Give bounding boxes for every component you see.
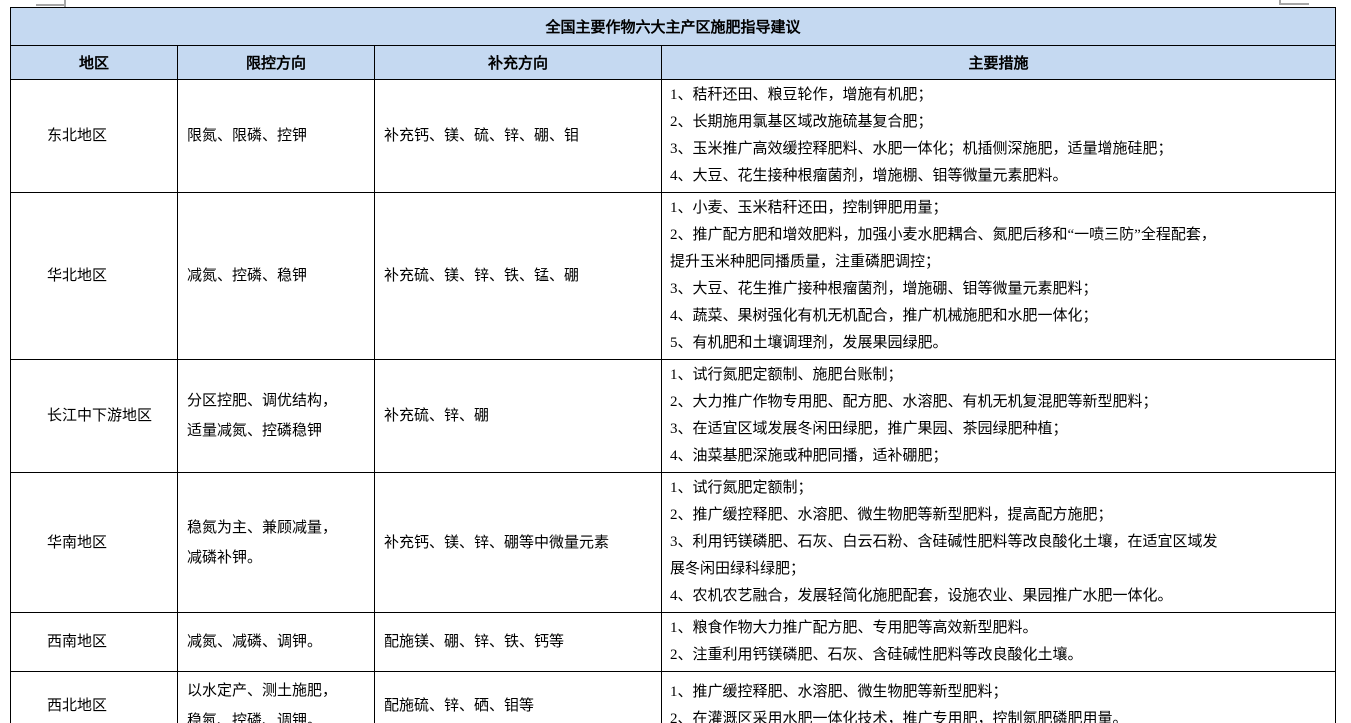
- table-row-south-china: 华南地区 稳氮为主、兼顾减量， 减磷补钾。 补充钙、镁、锌、硼等中微量元素 1、…: [10, 472, 1337, 613]
- table-row-northwest: 西北地区 以水定产、测土施肥， 稳氮、控磷、调钾。 配施硫、锌、硒、钼等 1、推…: [10, 671, 1337, 723]
- restrict-cell: 限氮、限磷、控钾: [177, 79, 375, 193]
- supplement-cell: 补充硫、锌、硼: [374, 359, 662, 473]
- measure-line: 1、推广缓控释肥、水溶肥、微生物肥等新型肥料；: [670, 684, 1008, 700]
- supplement-cell: 补充硫、镁、锌、铁、锰、硼: [374, 192, 662, 360]
- fertilization-guidance-table: 全国主要作物六大主产区施肥指导建议 地区 限控方向 补充方向 主要措施 东北地区…: [9, 7, 1337, 723]
- supplement-cell: 配施镁、硼、锌、铁、钙等: [374, 612, 662, 672]
- restrict-cell: 分区控肥、调优结构， 适量减氮、控磷稳钾: [177, 359, 375, 473]
- ruler-mark-right-horizontal: [1279, 3, 1309, 5]
- measure-line: 3、大豆、花生推广接种根瘤菌剂，增施硼、钼等微量元素肥料；: [670, 281, 1098, 297]
- measures-cell: 1、小麦、玉米秸秆还田，控制钾肥用量； 2、推广配方肥和增效肥料，加强小麦水肥耦…: [660, 192, 1337, 360]
- header-row: 地区 限控方向 补充方向 主要措施: [10, 45, 1337, 80]
- restrict-cell: 以水定产、测土施肥， 稳氮、控磷、调钾。: [177, 671, 375, 723]
- measure-line: 1、粮食作物大力推广配方肥、专用肥等高效新型肥料。: [670, 620, 1038, 636]
- measures-cell: 1、试行氮肥定额制； 2、推广缓控释肥、水溶肥、微生物肥等新型肥料，提高配方施肥…: [660, 472, 1337, 613]
- ruler-mark-left-vertical: [64, 0, 66, 7]
- restrict-cell: 稳氮为主、兼顾减量， 减磷补钾。: [177, 472, 375, 613]
- table-row-north-china: 华北地区 减氮、控磷、稳钾 补充硫、镁、锌、铁、锰、硼 1、小麦、玉米秸秆还田，…: [10, 192, 1337, 360]
- ruler-mark-right-vertical: [1279, 0, 1281, 5]
- title-row: 全国主要作物六大主产区施肥指导建议: [9, 7, 1337, 46]
- measures-cell: 1、秸秆还田、粮豆轮作，增施有机肥； 2、长期施用氯基区域改施硫基复合肥； 3、…: [660, 79, 1337, 193]
- measures-cell: 1、推广缓控释肥、水溶肥、微生物肥等新型肥料； 2、在灌溉区采用水肥一体化技术，…: [660, 671, 1337, 723]
- measure-line: 3、利用钙镁磷肥、石灰、白云石粉、含硅碱性肥料等改良酸化土壤，在适宜区域发 展冬…: [670, 534, 1218, 577]
- column-header-restrict: 限控方向: [177, 45, 375, 80]
- region-cell: 东北地区: [10, 79, 178, 193]
- measure-line: 1、小麦、玉米秸秆还田，控制钾肥用量；: [670, 200, 948, 216]
- region-cell: 西北地区: [10, 671, 178, 723]
- restrict-cell: 减氮、控磷、稳钾: [177, 192, 375, 360]
- measure-line: 2、长期施用氯基区域改施硫基复合肥；: [670, 114, 933, 130]
- table-row-yangtze: 长江中下游地区 分区控肥、调优结构， 适量减氮、控磷稳钾 补充硫、锌、硼 1、试…: [10, 359, 1337, 473]
- supplement-cell: 补充钙、镁、硫、锌、硼、钼: [374, 79, 662, 193]
- table-row-southwest: 西南地区 减氮、减磷、调钾。 配施镁、硼、锌、铁、钙等 1、粮食作物大力推广配方…: [10, 612, 1337, 672]
- measure-line: 1、试行氮肥定额制；: [670, 480, 813, 496]
- measure-line: 2、注重利用钙镁磷肥、石灰、含硅碱性肥料等改良酸化土壤。: [670, 647, 1083, 663]
- measure-line: 4、蔬菜、果树强化有机无机配合，推广机械施肥和水肥一体化；: [670, 308, 1098, 324]
- measures-cell: 1、粮食作物大力推广配方肥、专用肥等高效新型肥料。 2、注重利用钙镁磷肥、石灰、…: [660, 612, 1337, 672]
- measure-line: 2、推广缓控释肥、水溶肥、微生物肥等新型肥料，提高配方施肥；: [670, 507, 1113, 523]
- column-header-supplement: 补充方向: [374, 45, 662, 80]
- measure-line: 5、有机肥和土壤调理剂，发展果园绿肥。: [670, 335, 948, 351]
- column-header-measures: 主要措施: [660, 45, 1337, 80]
- measure-line: 4、农机农艺融合，发展轻简化施肥配套，设施农业、果园推广水肥一体化。: [670, 588, 1173, 604]
- measure-line: 3、玉米推广高效缓控释肥料、水肥一体化；机插侧深施肥，适量增施硅肥；: [670, 141, 1173, 157]
- measure-line: 4、油菜基肥深施或种肥同播，适补硼肥；: [670, 448, 948, 464]
- measures-cell: 1、试行氮肥定额制、施肥台账制； 2、大力推广作物专用肥、配方肥、水溶肥、有机无…: [660, 359, 1337, 473]
- table-row-northeast: 东北地区 限氮、限磷、控钾 补充钙、镁、硫、锌、硼、钼 1、秸秆还田、粮豆轮作，…: [10, 79, 1337, 193]
- measure-line: 2、在灌溉区采用水肥一体化技术，推广专用肥，控制氮肥磷肥用量。: [670, 711, 1128, 723]
- column-header-region: 地区: [10, 45, 178, 80]
- region-cell: 华北地区: [10, 192, 178, 360]
- measure-line: 3、在适宜区域发展冬闲田绿肥，推广果园、茶园绿肥种植；: [670, 421, 1068, 437]
- supplement-cell: 补充钙、镁、锌、硼等中微量元素: [374, 472, 662, 613]
- supplement-cell: 配施硫、锌、硒、钼等: [374, 671, 662, 723]
- ruler-mark-left-horizontal: [36, 4, 66, 6]
- measure-line: 4、大豆、花生接种根瘤菌剂，增施棚、钼等微量元素肥料。: [670, 168, 1068, 184]
- region-cell: 华南地区: [10, 472, 178, 613]
- measure-line: 1、试行氮肥定额制、施肥台账制；: [670, 367, 903, 383]
- measure-line: 1、秸秆还田、粮豆轮作，增施有机肥；: [670, 87, 933, 103]
- restrict-cell: 减氮、减磷、调钾。: [177, 612, 375, 672]
- region-cell: 长江中下游地区: [10, 359, 178, 473]
- table-title: 全国主要作物六大主产区施肥指导建议: [9, 7, 1337, 46]
- measure-line: 2、大力推广作物专用肥、配方肥、水溶肥、有机无机复混肥等新型肥料；: [670, 394, 1158, 410]
- region-cell: 西南地区: [10, 612, 178, 672]
- measure-line: 2、推广配方肥和增效肥料，加强小麦水肥耦合、氮肥后移和“一喷三防”全程配套， 提…: [670, 227, 1216, 270]
